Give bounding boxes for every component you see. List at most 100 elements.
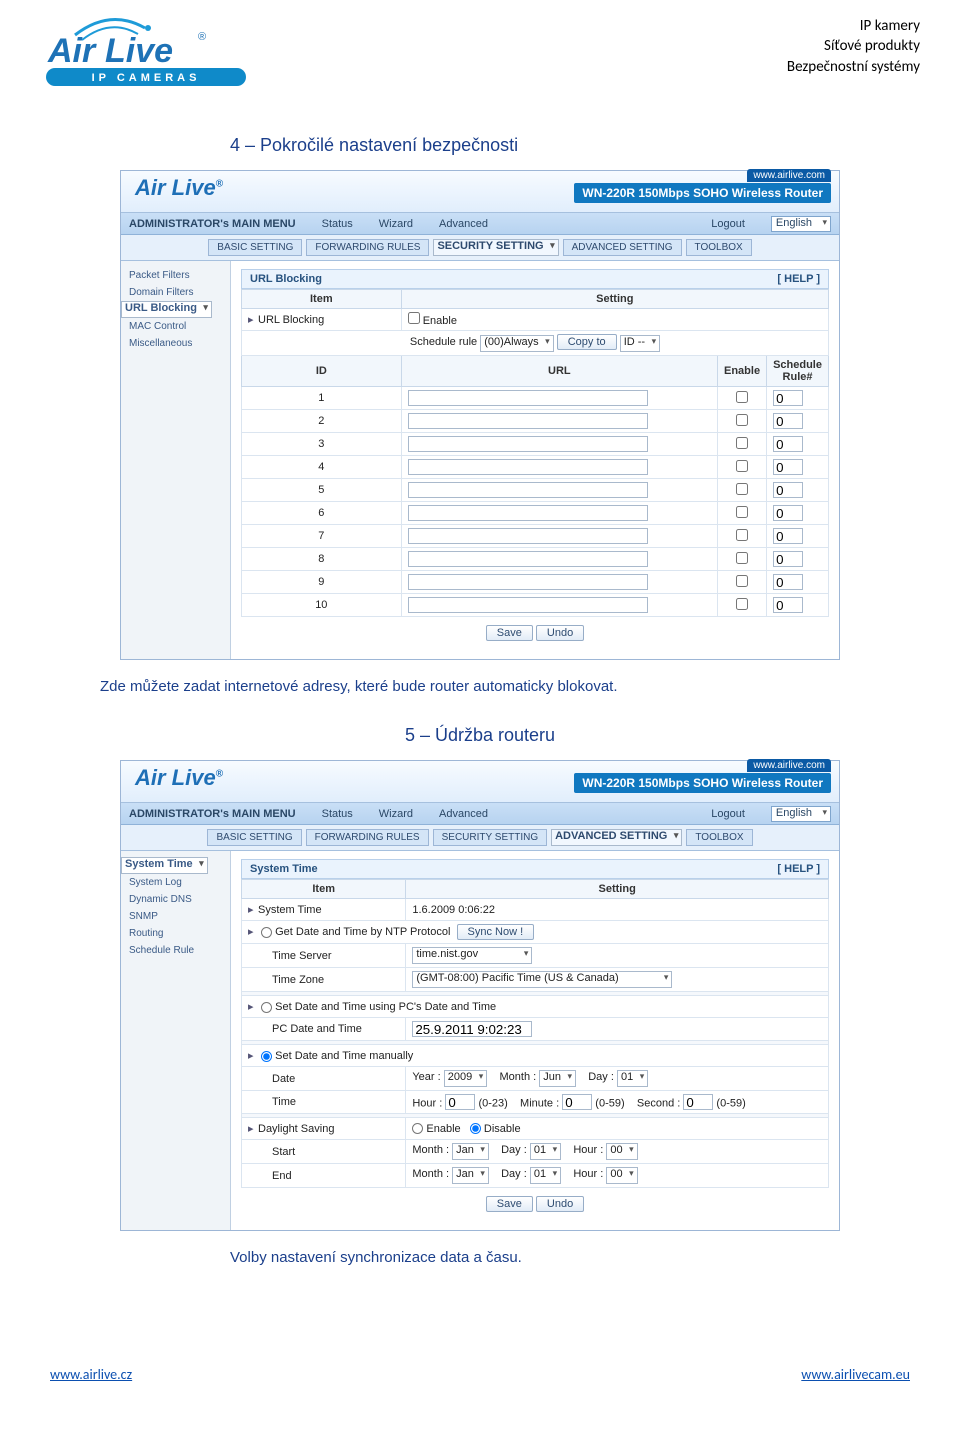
undo-button[interactable]: Undo [536, 1196, 584, 1212]
menubar-logout[interactable]: Logout [711, 808, 745, 820]
dst-month-label: Month : [412, 1144, 449, 1156]
undo-button[interactable]: Undo [536, 625, 584, 641]
tab-security[interactable]: SECURITY SETTING [433, 239, 558, 256]
manual-radio[interactable] [261, 1051, 272, 1062]
menubar-main: ADMINISTRATOR's MAIN MENU [129, 218, 296, 230]
footer-left-link[interactable]: www.airlive.cz [50, 1366, 132, 1383]
menubar-logout[interactable]: Logout [711, 218, 745, 230]
tab-advanced[interactable]: ADVANCED SETTING [551, 829, 682, 846]
row-ts: Time Server [242, 944, 406, 968]
row-enable[interactable] [736, 414, 748, 426]
rule-input[interactable] [773, 436, 803, 452]
url-input[interactable] [408, 390, 648, 406]
side-ddns[interactable]: Dynamic DNS [121, 891, 230, 908]
router-logo: Air Live® [129, 765, 223, 790]
dst-start-day[interactable]: 01 [530, 1143, 561, 1160]
rule-input[interactable] [773, 482, 803, 498]
dst-disable-radio[interactable] [470, 1123, 481, 1134]
dst-end-month[interactable]: Jan [452, 1167, 489, 1184]
url-input[interactable] [408, 505, 648, 521]
day-select[interactable]: 01 [617, 1070, 648, 1087]
menubar-wizard[interactable]: Wizard [379, 218, 413, 230]
rule-input[interactable] [773, 390, 803, 406]
url-input[interactable] [408, 482, 648, 498]
rule-input[interactable] [773, 551, 803, 567]
timezone-select[interactable]: (GMT-08:00) Pacific Time (US & Canada) [412, 971, 672, 988]
rule-input[interactable] [773, 505, 803, 521]
tab-fwd[interactable]: FORWARDING RULES [306, 239, 429, 256]
row-enable[interactable] [736, 598, 748, 610]
menubar-advanced[interactable]: Advanced [439, 218, 488, 230]
dst-end-day[interactable]: 01 [530, 1167, 561, 1184]
url-input[interactable] [408, 597, 648, 613]
lang-select[interactable]: English [771, 216, 831, 232]
save-button[interactable]: Save [486, 625, 533, 641]
tab-advanced[interactable]: ADVANCED SETTING [563, 239, 682, 256]
url-input[interactable] [408, 413, 648, 429]
side-systime[interactable]: System Time [121, 857, 208, 874]
help-link[interactable]: [ HELP ] [777, 863, 820, 875]
menubar-status[interactable]: Status [322, 808, 353, 820]
dst-enable-radio[interactable] [412, 1123, 423, 1134]
row-enable[interactable] [736, 575, 748, 587]
tab-basic[interactable]: BASIC SETTING [208, 239, 302, 256]
side-routing[interactable]: Routing [121, 925, 230, 942]
enable-checkbox[interactable] [408, 312, 420, 324]
tab-security[interactable]: SECURITY SETTING [433, 829, 548, 846]
row-enable[interactable] [736, 437, 748, 449]
id-cell: 9 [242, 571, 402, 594]
url-input[interactable] [408, 574, 648, 590]
tab-fwd[interactable]: FORWARDING RULES [306, 829, 429, 846]
rule-input[interactable] [773, 459, 803, 475]
schedule-select[interactable]: (00)Always [480, 335, 553, 352]
side-mac[interactable]: MAC Control [121, 318, 230, 335]
hour-input[interactable] [445, 1094, 475, 1110]
rule-input[interactable] [773, 597, 803, 613]
rule-input[interactable] [773, 528, 803, 544]
menubar-advanced[interactable]: Advanced [439, 808, 488, 820]
dst-start-month[interactable]: Jan [452, 1143, 489, 1160]
row-enable[interactable] [736, 529, 748, 541]
sync-button[interactable]: Sync Now ! [457, 924, 535, 940]
row-enable[interactable] [736, 483, 748, 495]
side-packet[interactable]: Packet Filters [121, 267, 230, 284]
side-syslog[interactable]: System Log [121, 874, 230, 891]
pc-radio[interactable] [261, 1002, 272, 1013]
row-enable[interactable] [736, 552, 748, 564]
tab-toolbox[interactable]: TOOLBOX [686, 239, 752, 256]
side-domain[interactable]: Domain Filters [121, 284, 230, 301]
help-link[interactable]: [ HELP ] [777, 273, 820, 285]
side-misc[interactable]: Miscellaneous [121, 335, 230, 352]
menubar-wizard[interactable]: Wizard [379, 808, 413, 820]
side-snmp[interactable]: SNMP [121, 908, 230, 925]
rule-input[interactable] [773, 574, 803, 590]
save-button[interactable]: Save [486, 1196, 533, 1212]
copyto-button[interactable]: Copy to [557, 334, 617, 350]
menubar-status[interactable]: Status [322, 218, 353, 230]
tab-basic[interactable]: BASIC SETTING [207, 829, 301, 846]
month-select[interactable]: Jun [539, 1070, 576, 1087]
copyto-select[interactable]: ID -- [620, 335, 660, 352]
url-input[interactable] [408, 551, 648, 567]
dst-end-hour[interactable]: 00 [606, 1167, 637, 1184]
ntp-radio[interactable] [261, 927, 272, 938]
tab-toolbox[interactable]: TOOLBOX [686, 829, 752, 846]
urlblock-table: Item Setting URL Blocking Enable Schedul… [241, 289, 829, 617]
url-input[interactable] [408, 459, 648, 475]
year-select[interactable]: 2009 [444, 1070, 487, 1087]
timeserver-select[interactable]: time.nist.gov [412, 947, 532, 964]
dst-start-hour[interactable]: 00 [606, 1143, 637, 1160]
side-urlblocking[interactable]: URL Blocking [121, 301, 212, 318]
url-input[interactable] [408, 436, 648, 452]
row-enable[interactable] [736, 391, 748, 403]
lang-select[interactable]: English [771, 806, 831, 822]
sec-input[interactable] [683, 1094, 713, 1110]
min-input[interactable] [562, 1094, 592, 1110]
rule-input[interactable] [773, 413, 803, 429]
pcdatetime-input[interactable] [412, 1021, 532, 1037]
footer-right-link[interactable]: www.airlivecam.eu [801, 1366, 910, 1383]
row-enable[interactable] [736, 506, 748, 518]
side-schedule[interactable]: Schedule Rule [121, 942, 230, 959]
url-input[interactable] [408, 528, 648, 544]
row-enable[interactable] [736, 460, 748, 472]
